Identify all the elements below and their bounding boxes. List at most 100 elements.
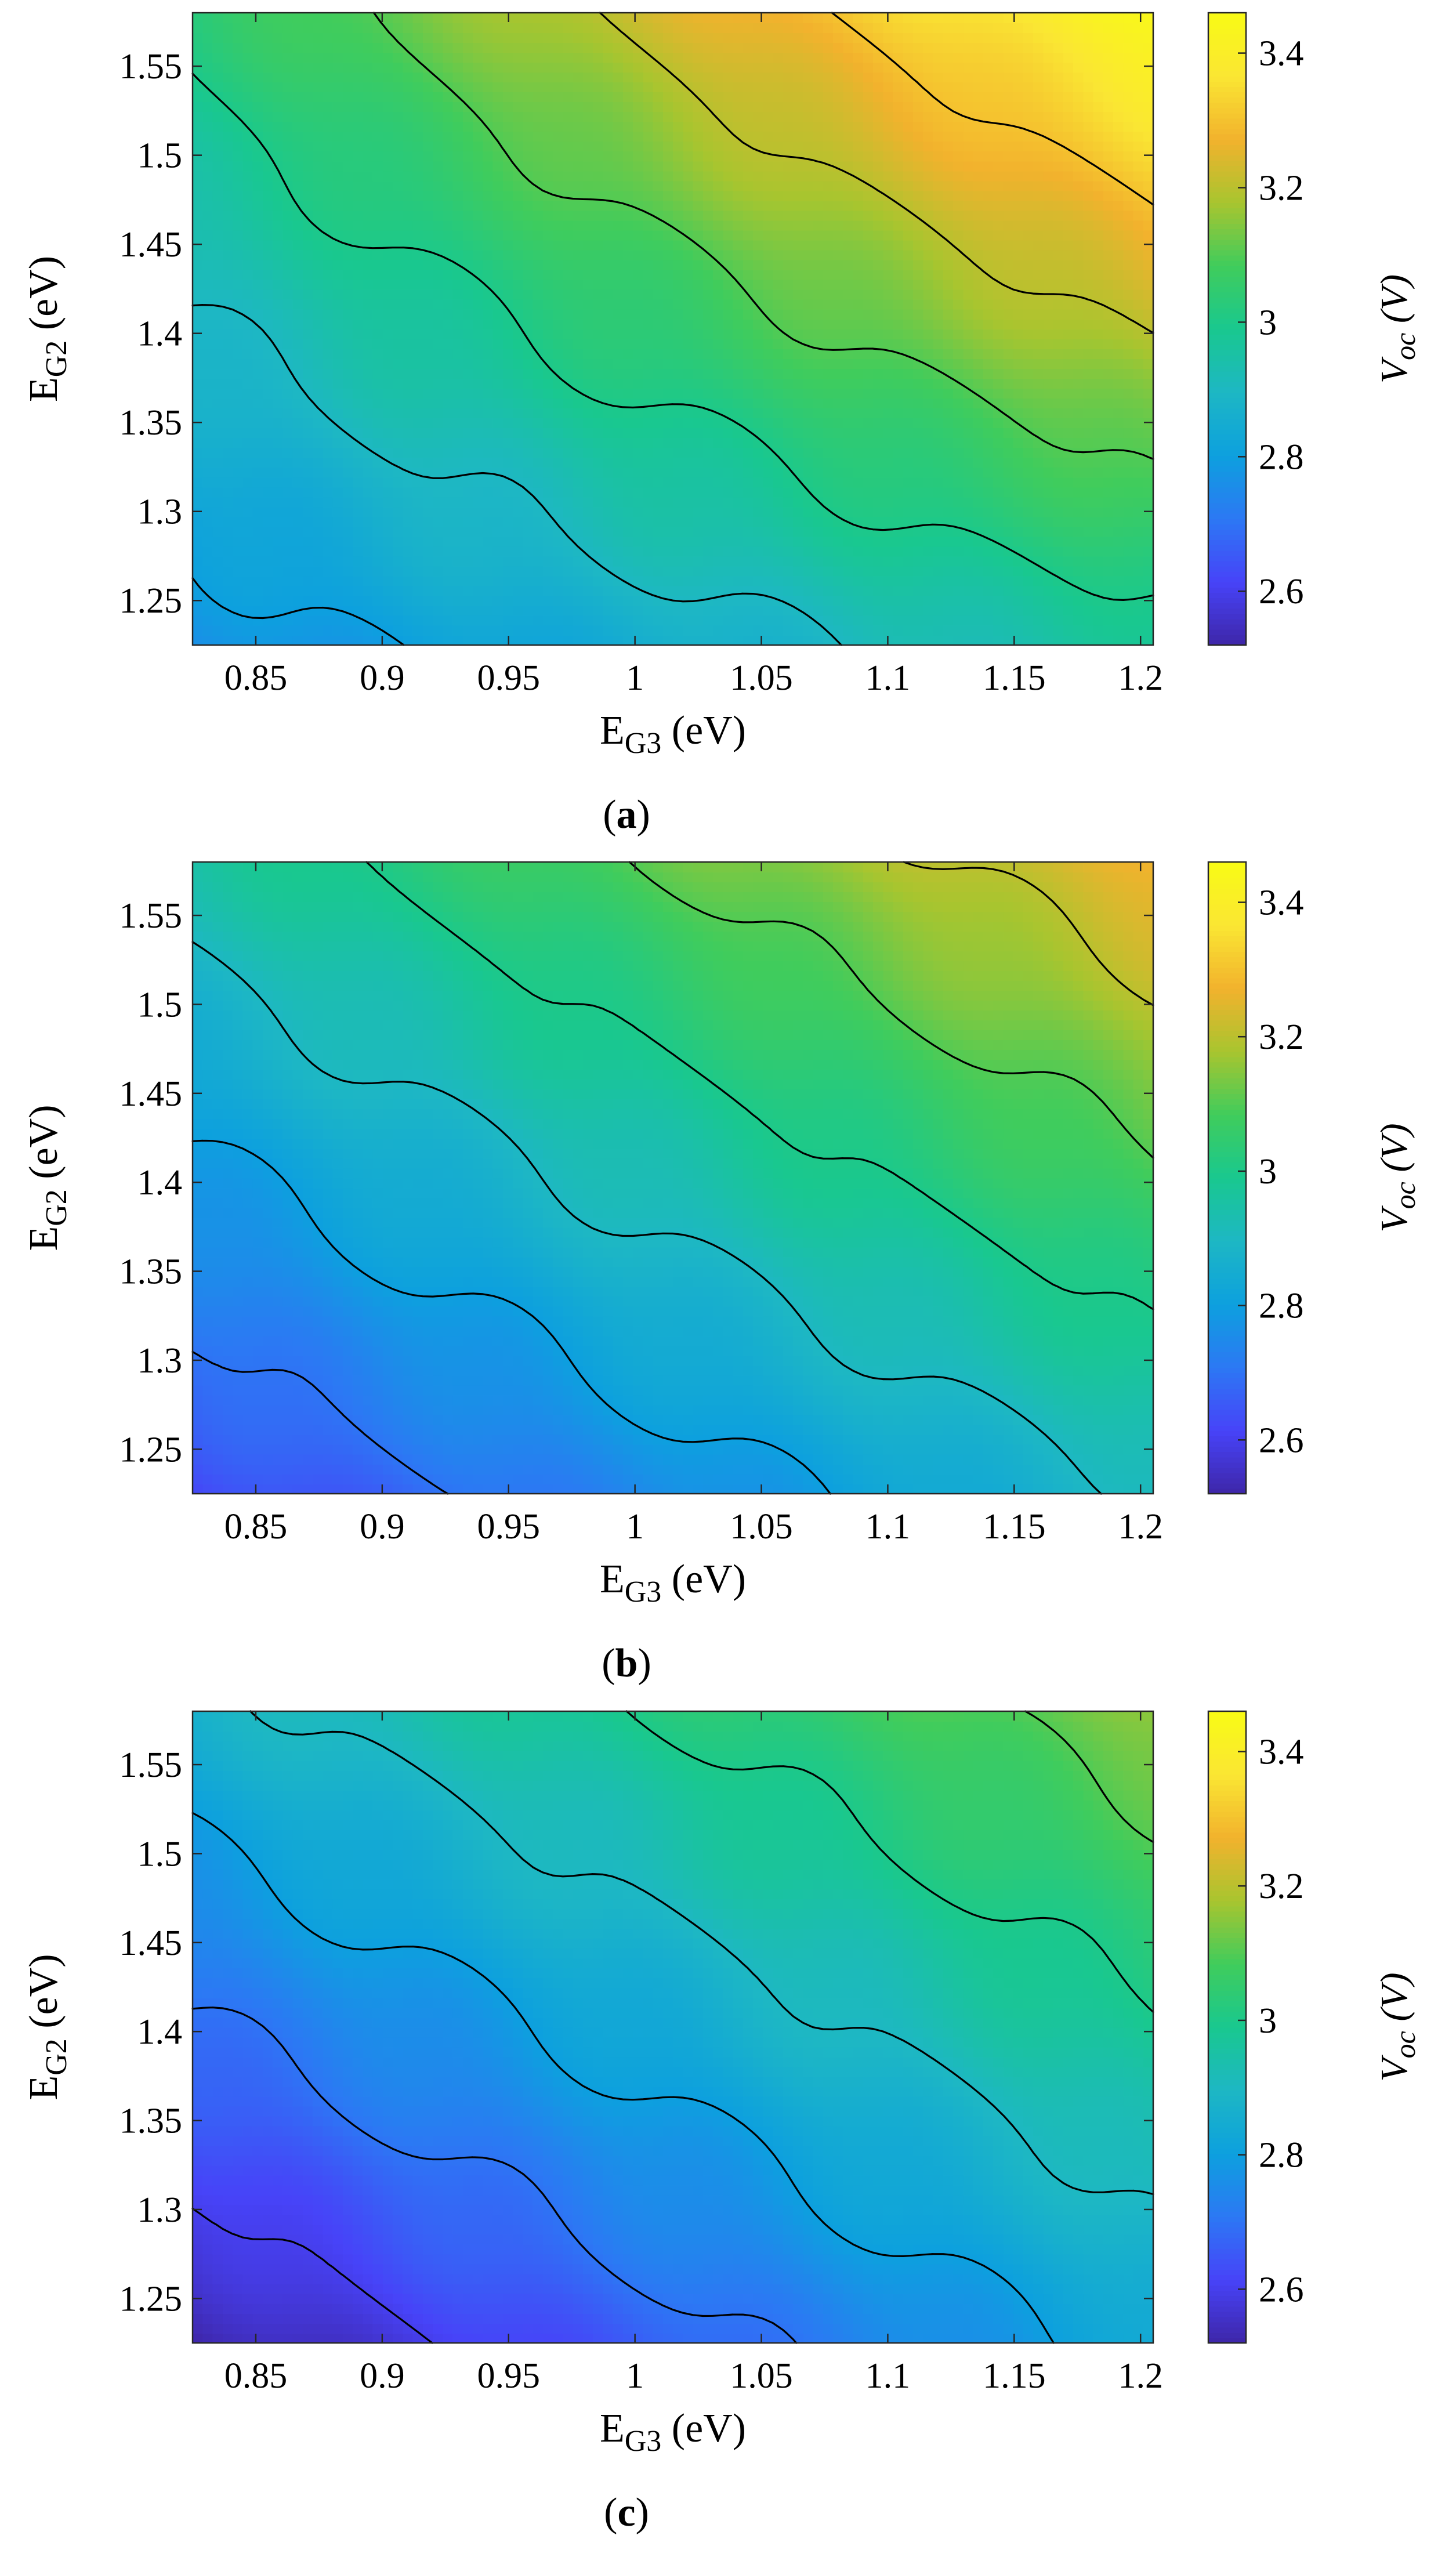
field-cell — [452, 249, 463, 260]
field-cell — [1023, 259, 1034, 270]
field-cell — [963, 506, 974, 517]
field-cell — [1023, 141, 1034, 152]
field-cell — [1133, 487, 1144, 498]
field-cell — [723, 339, 734, 349]
field-cell — [853, 141, 864, 152]
field-cell — [332, 358, 343, 369]
field-cell — [923, 615, 934, 626]
field-cell — [622, 269, 633, 280]
field-cell — [943, 566, 954, 577]
field-cell — [1073, 249, 1084, 260]
field-cell — [933, 635, 944, 646]
field-cell — [262, 625, 273, 636]
field-cell — [382, 447, 393, 458]
field-cell — [843, 388, 854, 399]
field-cell — [382, 635, 393, 646]
field-cell — [833, 151, 844, 162]
field-cell — [733, 279, 744, 290]
field-cell — [903, 467, 914, 478]
field-cell — [242, 605, 253, 616]
field-cell — [542, 299, 553, 310]
field-cell — [422, 428, 433, 439]
field-cell — [533, 131, 544, 142]
field-cell — [753, 526, 764, 537]
field-cell — [913, 457, 924, 468]
field-cell — [403, 259, 414, 270]
field-cell — [893, 388, 904, 399]
field-cell — [212, 200, 223, 211]
field-cell — [763, 408, 774, 419]
field-cell — [1103, 428, 1114, 439]
field-cell — [763, 279, 774, 290]
field-cell — [212, 487, 223, 498]
field-cell — [843, 309, 854, 320]
field-cell — [803, 180, 814, 191]
field-cell — [372, 210, 383, 221]
field-cell — [863, 269, 874, 280]
field-cell — [1073, 190, 1084, 201]
field-cell — [1023, 339, 1034, 349]
field-cell — [1113, 318, 1124, 329]
field-cell — [513, 180, 524, 191]
field-cell — [783, 299, 794, 310]
field-cell — [1143, 289, 1154, 300]
field-cell — [412, 585, 423, 596]
field-cell — [342, 151, 353, 162]
field-cell — [823, 190, 834, 201]
field-cell — [1033, 151, 1044, 162]
field-cell — [863, 506, 874, 517]
field-cell — [723, 437, 734, 448]
field-cell — [643, 171, 654, 182]
field-cell — [1103, 349, 1114, 359]
field-cell — [913, 220, 924, 231]
field-cell — [1093, 210, 1104, 221]
field-cell — [1043, 279, 1054, 290]
field-cell — [593, 506, 604, 517]
field-cell — [242, 635, 253, 646]
field-cell — [393, 249, 404, 260]
field-cell — [582, 575, 593, 586]
field-cell — [783, 428, 794, 439]
field-cell — [523, 437, 534, 448]
field-cell — [913, 418, 924, 429]
field-cell — [202, 487, 213, 498]
field-cell — [803, 230, 814, 241]
field-cell — [953, 516, 964, 527]
field-cell — [763, 497, 774, 508]
field-cell — [953, 279, 964, 290]
field-cell — [873, 625, 884, 636]
field-cell — [422, 318, 433, 329]
field-cell — [983, 428, 994, 439]
field-cell — [393, 615, 404, 626]
field-cell — [1093, 131, 1104, 142]
field-cell — [763, 141, 774, 152]
field-cell — [913, 378, 924, 389]
field-cell — [393, 259, 404, 270]
field-cell — [513, 526, 524, 537]
field-cell — [553, 230, 564, 241]
field-cell — [783, 230, 794, 241]
field-cell — [773, 289, 784, 300]
field-cell — [813, 595, 824, 606]
field-cell — [743, 171, 754, 182]
field-cell — [662, 131, 673, 142]
field-cell — [473, 289, 484, 300]
field-cell — [1063, 318, 1074, 329]
field-cell — [743, 546, 754, 557]
field-cell — [1003, 506, 1014, 517]
field-cell — [693, 180, 704, 191]
field-cell — [863, 585, 874, 596]
field-cell — [563, 418, 574, 429]
field-cell — [963, 151, 974, 162]
field-cell — [403, 368, 414, 379]
field-cell — [733, 309, 744, 320]
field-cell — [673, 240, 684, 251]
field-cell — [252, 625, 263, 636]
field-cell — [803, 388, 814, 399]
field-cell — [212, 220, 223, 231]
field-cell — [252, 161, 263, 172]
field-cell — [933, 398, 944, 409]
field-cell — [443, 595, 454, 606]
field-cell — [1003, 180, 1014, 191]
field-cell — [783, 546, 794, 557]
